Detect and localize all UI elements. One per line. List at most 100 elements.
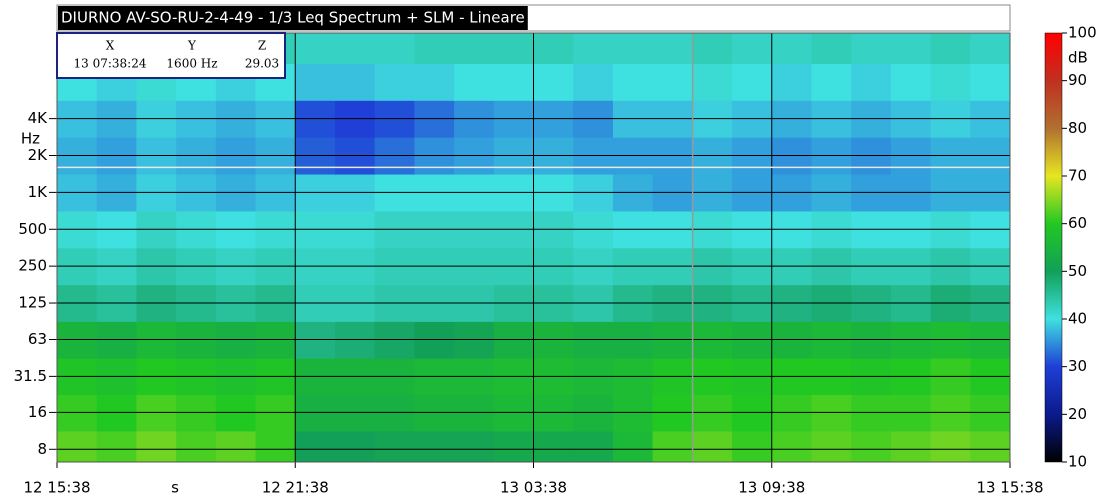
cell	[692, 33, 733, 64]
colorbar-tick-label: 50	[1068, 262, 1087, 280]
colorbar-tick-label: 10	[1068, 453, 1087, 471]
cell	[612, 430, 654, 462]
cell	[295, 430, 336, 462]
cell	[334, 394, 376, 432]
cell	[851, 394, 892, 432]
colorbar-tick-label: 60	[1068, 214, 1087, 232]
cell	[930, 394, 971, 432]
cell	[255, 430, 296, 462]
cell	[96, 394, 138, 432]
cell	[533, 33, 574, 64]
cell	[771, 394, 813, 432]
cell	[732, 33, 773, 64]
cell	[612, 63, 654, 101]
cell	[493, 63, 535, 101]
cursor-z-label: Z	[258, 39, 266, 53]
cursor-x-value: 13 07:38:24	[74, 57, 147, 71]
cell	[136, 430, 177, 462]
chart-title: DIURNO AV-SO-RU-2-4-49 - 1/3 Leq Spectru…	[61, 9, 525, 27]
cell	[692, 63, 733, 101]
cell	[334, 63, 376, 101]
cell	[732, 63, 773, 101]
cell	[374, 63, 415, 101]
x-tick-label: 13 09:38	[738, 479, 805, 497]
cell	[930, 33, 971, 64]
cell	[652, 33, 693, 64]
cell	[970, 394, 1010, 432]
cell	[851, 63, 892, 101]
cell	[295, 394, 336, 432]
cell	[573, 33, 614, 64]
cell	[692, 394, 733, 432]
cell	[890, 33, 932, 64]
title-background	[58, 6, 528, 30]
cell	[414, 394, 455, 432]
cell	[652, 63, 693, 101]
cell	[732, 430, 773, 462]
colorbar-tick-label: 90	[1068, 71, 1087, 89]
y-tick-label: 500	[18, 220, 47, 238]
cursor-y-value: 1600 Hz	[166, 57, 217, 71]
colorbar-label: dB	[1068, 49, 1088, 67]
y-unit: Hz	[21, 130, 40, 148]
cell	[176, 430, 217, 462]
cell	[970, 63, 1010, 101]
cell	[890, 394, 932, 432]
cell	[136, 394, 177, 432]
cell	[493, 430, 535, 462]
cell	[811, 33, 852, 64]
x-tick-label: 13 03:38	[500, 479, 567, 497]
cell	[851, 33, 892, 64]
x-tick-label: 12 15:38	[23, 479, 90, 497]
y-tick-label: 31.5	[14, 367, 47, 385]
cell	[57, 430, 98, 462]
colorbar	[1044, 32, 1063, 463]
cell	[851, 430, 892, 462]
cell	[215, 394, 257, 432]
cell	[295, 63, 336, 101]
y-tick-label: 63	[28, 330, 47, 348]
cell	[493, 33, 535, 64]
cell	[652, 430, 693, 462]
cell	[890, 430, 932, 462]
cell	[374, 430, 415, 462]
cell	[930, 63, 971, 101]
plot-border	[56, 32, 1011, 463]
cell	[414, 63, 455, 101]
cell	[215, 430, 257, 462]
cell	[414, 430, 455, 462]
cell	[255, 394, 296, 432]
cell	[295, 33, 336, 64]
cell	[96, 430, 138, 462]
cell	[454, 63, 495, 101]
y-tick-label: 16	[28, 403, 47, 421]
cell	[454, 430, 495, 462]
x-tick-label: 12 21:38	[262, 479, 329, 497]
cell	[334, 430, 376, 462]
cell	[176, 394, 217, 432]
cell	[454, 394, 495, 432]
cell	[533, 63, 574, 101]
y-tick-label: 4K	[28, 109, 49, 127]
colorbar-tick-label: 100	[1068, 24, 1097, 42]
cell	[573, 430, 614, 462]
cursor-y-label: Y	[187, 39, 197, 53]
cell	[374, 33, 415, 64]
colorbar-tick-label: 40	[1068, 310, 1087, 328]
cell	[732, 394, 773, 432]
colorbar-tick-label: 80	[1068, 119, 1087, 137]
cursor-z-value: 29.03	[245, 57, 279, 71]
x-unit: s	[171, 479, 179, 497]
cell	[930, 430, 971, 462]
cell	[57, 394, 98, 432]
y-tick-label: 2K	[28, 146, 49, 164]
cell	[533, 394, 574, 432]
cell	[890, 63, 932, 101]
cell	[692, 430, 733, 462]
cell	[811, 394, 852, 432]
cell	[771, 63, 813, 101]
colorbar-tick-label: 70	[1068, 167, 1087, 185]
cell	[493, 394, 535, 432]
cell	[612, 33, 654, 64]
